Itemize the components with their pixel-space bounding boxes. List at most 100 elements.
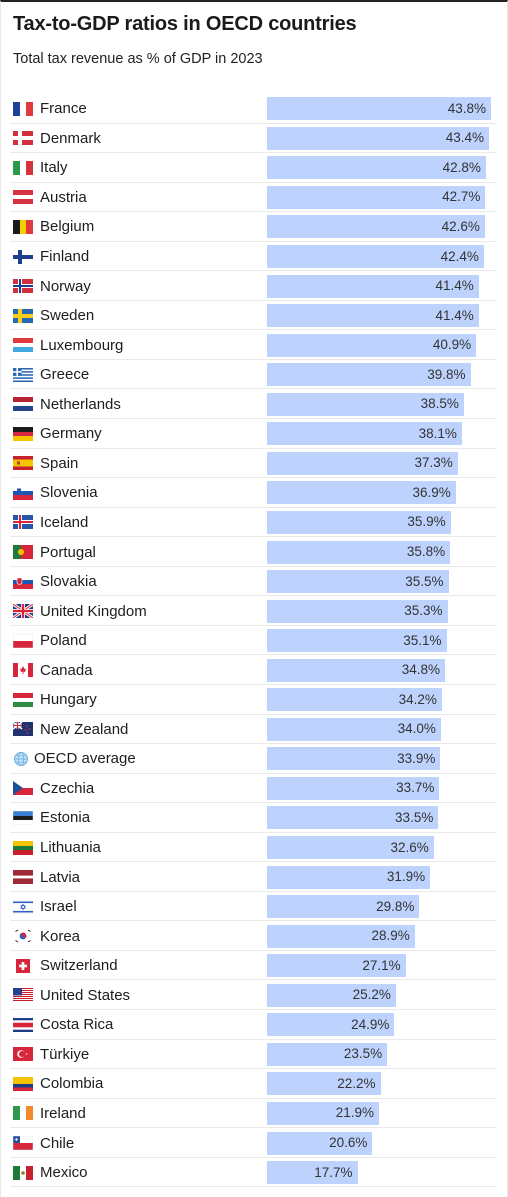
chart-row: Austria 42.7%: [0, 183, 508, 213]
row-divider: [10, 536, 496, 538]
bar: [267, 510, 451, 534]
row-divider: [10, 122, 496, 124]
value-label: 37.3%: [414, 455, 453, 471]
row-divider: [10, 506, 496, 508]
category-label: Costa Rica: [40, 1016, 114, 1034]
chart-row: Portugal 35.8%: [0, 537, 508, 567]
category-label: Slovenia: [40, 484, 98, 502]
flag-ireland-icon: [13, 1106, 33, 1121]
row-divider: [10, 240, 496, 242]
row-divider: [10, 418, 496, 420]
chart-row: United Kingdom 35.3%: [0, 596, 508, 626]
value-label: 34.0%: [397, 721, 436, 737]
category-label: Finland: [40, 248, 90, 266]
value-label: 31.9%: [386, 869, 426, 885]
value-label: 38.5%: [420, 396, 459, 412]
flag-lithuania-icon: [13, 840, 33, 855]
flag-poland-icon: [12, 633, 34, 648]
chart-row: Canada 34.8%: [0, 655, 508, 685]
category-label: Türkiye: [40, 1045, 90, 1063]
category-label: Latvia: [40, 868, 81, 886]
bar: [267, 895, 420, 919]
row-divider: [10, 861, 496, 863]
category-label: Estonia: [40, 809, 91, 827]
flag-latvia-icon: [13, 870, 33, 885]
value-label: 43.8%: [447, 100, 486, 116]
chart-row: Norway 41.4%: [0, 271, 508, 301]
flag-united-states-icon: [13, 988, 33, 1003]
bar: [267, 97, 491, 121]
category-label: Austria: [40, 188, 87, 206]
flag-portugal-icon: [13, 545, 33, 560]
flag-finland-icon: [13, 249, 33, 264]
value-label: 41.4%: [435, 307, 474, 323]
value-label: 29.8%: [376, 898, 415, 914]
flag-mexico-icon: [13, 1165, 33, 1180]
row-divider: [10, 595, 496, 597]
bar: [267, 954, 406, 978]
flag-austria-icon: [13, 190, 33, 205]
chart-row: Slovakia 35.5%: [0, 567, 508, 597]
value-label: 24.9%: [351, 1016, 390, 1032]
chart-title: Tax-to-GDP ratios in OECD countries: [13, 13, 357, 35]
category-label: Israel: [40, 898, 77, 916]
value-label: 27.1%: [362, 957, 401, 973]
chart-row: Finland 42.4%: [0, 242, 508, 272]
bar: [267, 806, 439, 830]
bar: [267, 304, 479, 328]
category-label: France: [40, 100, 87, 118]
flag-hungary-icon: [13, 692, 33, 707]
value-label: 33.9%: [397, 750, 436, 766]
value-label: 35.8%: [406, 544, 446, 560]
value-label: 35.5%: [405, 573, 444, 589]
row-divider: [10, 565, 496, 567]
bar: [267, 599, 448, 623]
row-divider: [10, 1068, 496, 1070]
row-divider: [10, 831, 496, 833]
row-divider: [10, 388, 496, 390]
row-divider: [10, 1097, 496, 1099]
row-divider: [10, 1038, 496, 1040]
bar: [267, 392, 464, 416]
bar: [267, 156, 486, 180]
category-label: Spain: [40, 454, 79, 472]
category-label: Denmark: [40, 129, 101, 147]
value-label: 25.2%: [352, 987, 391, 1003]
bar: [267, 451, 458, 475]
chart-row: Germany 38.1%: [0, 419, 508, 449]
flag-slovakia-icon: [13, 574, 33, 589]
bar: [267, 717, 441, 741]
chart-row: Estonia 33.5%: [0, 803, 508, 833]
value-label: 42.7%: [442, 189, 481, 205]
flag-france-icon: [13, 101, 33, 116]
category-label: Hungary: [40, 691, 97, 709]
category-label: Czechia: [40, 779, 95, 797]
row-divider: [10, 890, 496, 892]
chart-row: New Zealand 34.0%: [0, 715, 508, 745]
row-divider: [10, 1009, 496, 1011]
value-label: 35.9%: [407, 514, 446, 530]
flag-greece-icon: [13, 367, 33, 382]
value-label: 40.9%: [432, 337, 472, 353]
category-label: Chile: [40, 1134, 75, 1152]
value-label: 33.5%: [395, 809, 434, 825]
row-divider: [10, 299, 496, 301]
chart-row: France 43.8%: [0, 94, 508, 124]
flag-united-kingdom-icon: [12, 602, 34, 620]
chart-row: Italy 42.8%: [0, 153, 508, 183]
row-divider: [10, 624, 496, 626]
category-label: Netherlands: [40, 395, 121, 413]
row-divider: [10, 181, 496, 183]
category-label: Norway: [40, 277, 91, 295]
value-label: 38.1%: [418, 425, 457, 441]
chart-row: Latvia 31.9%: [0, 862, 508, 892]
bar: [267, 983, 396, 1007]
chart-row: Lithuania 32.6%: [0, 833, 508, 863]
flag-colombia-icon: [13, 1076, 33, 1091]
category-label: OECD average: [34, 750, 136, 768]
chart-row: Ireland 21.9%: [0, 1099, 508, 1129]
value-label: 35.1%: [403, 632, 442, 648]
chart-row: Greece 39.8%: [0, 360, 508, 390]
row-divider: [10, 949, 496, 951]
value-label: 42.8%: [442, 159, 481, 175]
